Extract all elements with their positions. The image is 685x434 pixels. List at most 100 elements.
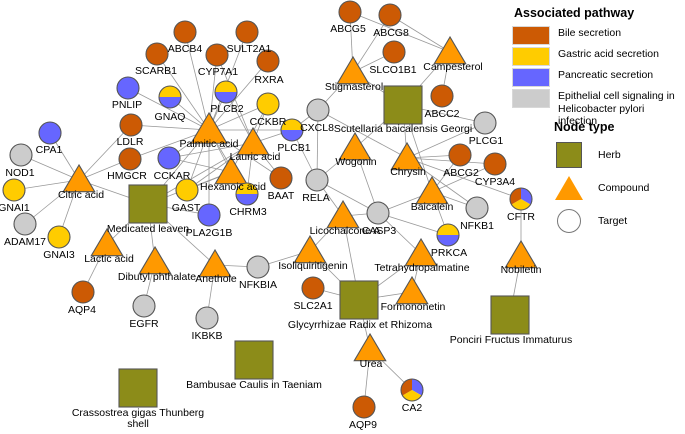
- network-node-target[interactable]: [118, 147, 142, 171]
- node-label: PRKCA: [430, 247, 468, 259]
- network-node-target[interactable]: [256, 49, 280, 73]
- network-node-target[interactable]: [175, 178, 199, 202]
- network-node-compound[interactable]: [504, 239, 538, 269]
- network-node-herb[interactable]: [234, 340, 274, 380]
- network-node-target[interactable]: [305, 168, 329, 192]
- network-node-compound[interactable]: [214, 155, 248, 185]
- network-node-target[interactable]: [509, 187, 533, 211]
- node-label: Citric acid: [57, 189, 105, 201]
- network-node-herb[interactable]: [383, 85, 423, 125]
- network-node-herb[interactable]: [128, 184, 168, 224]
- pathway-color-swatch: [512, 47, 550, 66]
- nodetype-legend-rows: Herb Compound Target: [552, 142, 685, 234]
- node-label: GAST: [171, 202, 201, 214]
- network-node-compound[interactable]: [433, 35, 467, 65]
- network-node-herb[interactable]: [118, 368, 158, 408]
- network-node-target[interactable]: [235, 20, 259, 44]
- network-node-target[interactable]: [382, 40, 406, 64]
- node-label: NOD1: [5, 167, 35, 179]
- network-node-target[interactable]: [158, 85, 182, 109]
- node-label: Wogonin: [335, 156, 377, 168]
- network-node-target[interactable]: [366, 201, 390, 225]
- network-node-target[interactable]: [338, 0, 362, 24]
- node-label: CCKBR: [249, 116, 287, 128]
- network-node-target[interactable]: [119, 113, 143, 137]
- network-node-compound[interactable]: [390, 141, 424, 171]
- network-node-target[interactable]: [235, 182, 259, 206]
- pathway-legend-label: Epithelial cell signaling in Helicobacte…: [558, 90, 675, 127]
- network-node-compound[interactable]: [190, 111, 228, 144]
- network-node-target[interactable]: [430, 84, 454, 108]
- network-node-target[interactable]: [256, 92, 280, 116]
- network-node-compound[interactable]: [90, 227, 124, 257]
- network-node-target[interactable]: [280, 118, 304, 142]
- network-node-target[interactable]: [483, 152, 507, 176]
- node-label: Licochalcone A: [309, 225, 381, 237]
- network-node-target[interactable]: [2, 178, 26, 202]
- network-node-compound[interactable]: [353, 332, 387, 362]
- network-node-compound[interactable]: [415, 175, 449, 205]
- network-node-target[interactable]: [301, 276, 325, 300]
- node-label: CA2: [401, 402, 423, 414]
- compound-triangle-icon: [552, 176, 586, 200]
- network-node-target[interactable]: [71, 280, 95, 304]
- network-node-compound[interactable]: [326, 199, 360, 229]
- network-node-compound[interactable]: [395, 275, 429, 305]
- network-node-target[interactable]: [38, 121, 62, 145]
- node-label: Scutellaria baicalensis Georgi: [333, 123, 473, 135]
- node-label: Dibutyl phthalate: [117, 271, 197, 283]
- network-node-compound[interactable]: [236, 126, 270, 156]
- network-node-compound[interactable]: [198, 248, 232, 278]
- network-node-compound[interactable]: [138, 245, 172, 275]
- network-node-target[interactable]: [9, 143, 33, 167]
- network-node-target[interactable]: [246, 255, 270, 279]
- network-node-compound[interactable]: [336, 55, 370, 85]
- node-label: CFTR: [507, 211, 535, 223]
- network-node-compound[interactable]: [62, 163, 96, 193]
- network-node-target[interactable]: [116, 76, 140, 100]
- node-label: CYP7A1: [197, 66, 239, 78]
- node-label: PLA2G1B: [185, 227, 233, 239]
- network-node-target[interactable]: [47, 225, 71, 249]
- node-label: ABCG5: [330, 23, 366, 35]
- node-label: RELA: [302, 192, 330, 204]
- node-label: Medicated leaven: [106, 223, 190, 235]
- network-edge: [316, 109, 319, 181]
- network-node-target[interactable]: [195, 306, 219, 330]
- network-edge: [130, 124, 210, 131]
- network-node-target[interactable]: [132, 294, 156, 318]
- network-node-herb[interactable]: [339, 280, 379, 320]
- network-node-target[interactable]: [269, 166, 293, 190]
- pathway-legend-label: Pancreatic secretion: [558, 69, 654, 81]
- node-label: Ponciri Fructus Immaturus: [449, 334, 573, 346]
- pathway-legend-item: Bile secretion: [512, 26, 685, 45]
- network-node-target[interactable]: [473, 111, 497, 135]
- network-node-target[interactable]: [378, 3, 402, 27]
- node-label: Baicalein: [410, 201, 454, 213]
- node-label: IKBKB: [191, 330, 223, 342]
- network-node-target[interactable]: [205, 43, 229, 67]
- network-node-target[interactable]: [214, 80, 238, 104]
- network-node-compound[interactable]: [293, 234, 327, 264]
- node-label: Isoliquiritigenin: [278, 260, 348, 272]
- network-node-target[interactable]: [465, 196, 489, 220]
- network-node-herb[interactable]: [490, 295, 530, 335]
- network-node-target[interactable]: [13, 212, 37, 236]
- network-node-target[interactable]: [448, 143, 472, 167]
- node-label: Campesterol: [423, 61, 483, 73]
- node-label: Nobiletin: [500, 264, 542, 276]
- network-node-target[interactable]: [352, 395, 376, 419]
- network-node-target[interactable]: [145, 42, 169, 66]
- node-label: SLCO1B1: [369, 64, 417, 76]
- pathway-legend-rows: Bile secretion Gastric acid secretion Panc…: [512, 26, 685, 128]
- network-node-target[interactable]: [197, 203, 221, 227]
- network-node-target[interactable]: [306, 98, 330, 122]
- node-label: Lauric acid: [229, 151, 281, 163]
- network-node-compound[interactable]: [338, 131, 372, 161]
- network-node-target[interactable]: [173, 20, 197, 44]
- network-node-target[interactable]: [436, 223, 460, 247]
- network-node-compound[interactable]: [404, 237, 438, 267]
- network-node-target[interactable]: [157, 146, 181, 170]
- nodetype-legend-title: Node type: [554, 120, 615, 134]
- network-node-target[interactable]: [400, 378, 424, 402]
